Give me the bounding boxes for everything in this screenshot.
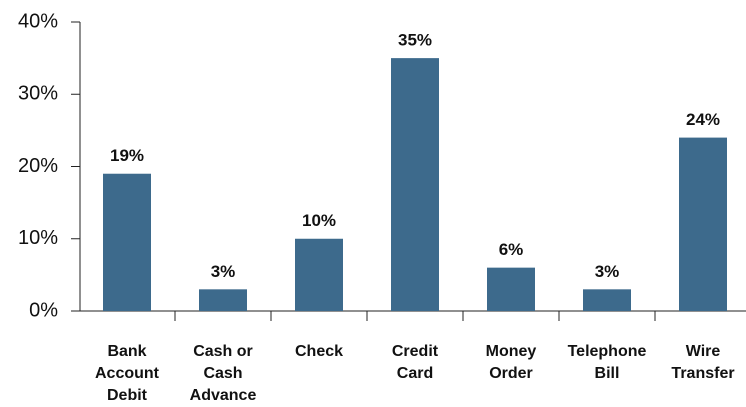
data-label: 35% [398, 31, 432, 50]
x-tick-label: Wire Transfer [671, 343, 735, 382]
data-label: 19% [110, 146, 144, 165]
x-tick-label: Money Order [485, 343, 537, 382]
data-label: 3% [211, 262, 236, 281]
y-tick-label: 10% [18, 227, 58, 249]
bar [583, 289, 631, 311]
y-tick-label: 40% [18, 10, 58, 32]
bar [487, 267, 535, 311]
data-label: 6% [499, 240, 524, 259]
bar [391, 58, 439, 311]
bar [103, 173, 151, 311]
data-label: 10% [302, 211, 336, 230]
bar [679, 137, 727, 311]
data-label: 3% [595, 262, 620, 281]
x-tick-label: Credit Card [391, 343, 439, 382]
y-tick-label: 0% [29, 299, 58, 321]
y-tick-label: 20% [18, 155, 58, 177]
x-tick-label: Check [294, 343, 344, 360]
bar [199, 289, 247, 311]
x-tick-label: Cash or Cash Advance [189, 343, 257, 404]
data-label: 24% [686, 110, 720, 129]
x-tick-label: Bank Account Debit [95, 343, 159, 404]
bar [295, 238, 343, 311]
y-tick-label: 30% [18, 83, 58, 105]
x-tick-label: Telephone Bill [567, 343, 647, 382]
